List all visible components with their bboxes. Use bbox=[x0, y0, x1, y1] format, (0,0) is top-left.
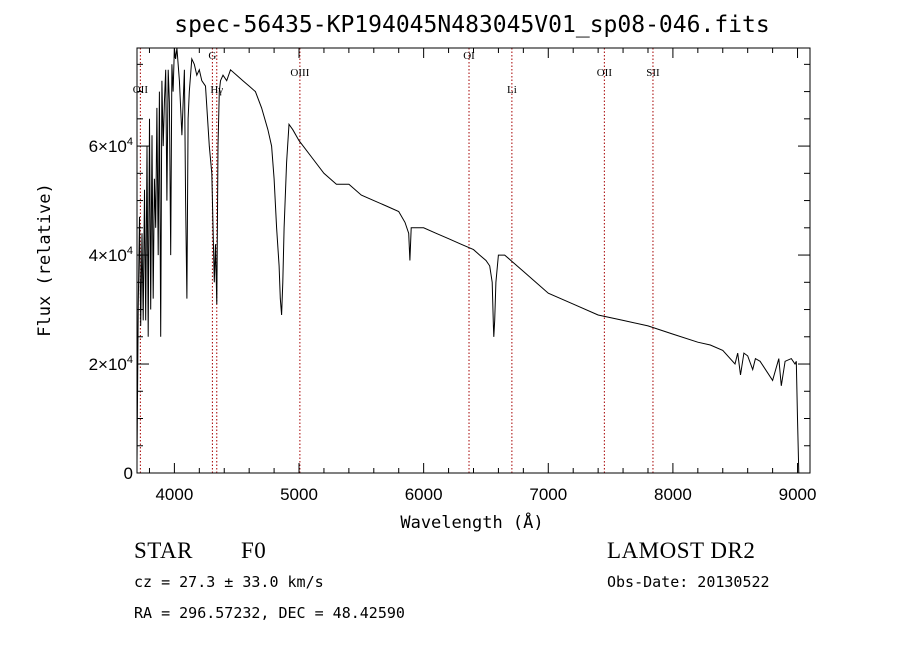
y-tick-exponent-1: 4 bbox=[127, 354, 133, 366]
series-group bbox=[136, 47, 800, 474]
y-tick-label-2: 4×104 bbox=[89, 245, 133, 265]
x-axis-label: Wavelength (Å) bbox=[400, 511, 543, 533]
y-tick-text-1: 2×10 bbox=[89, 355, 127, 374]
x-tick-label-0: 4000 bbox=[155, 485, 193, 504]
marker-label-3: OIII bbox=[290, 67, 309, 79]
coordinates: RA = 296.57232, DEC = 48.42590 bbox=[134, 604, 405, 622]
spectral-subclass: F0 bbox=[241, 538, 267, 563]
marker-label-7: SII bbox=[646, 67, 660, 79]
y-tick-exponent-3: 4 bbox=[127, 136, 133, 148]
marker-label-1: G bbox=[208, 50, 216, 62]
marker-label-5: Li bbox=[507, 84, 517, 96]
survey-name: LAMOST DR2 bbox=[607, 538, 756, 563]
redshift-cz: cz = 27.3 ± 33.0 km/s bbox=[134, 573, 324, 591]
y-tick-label-0: 0 bbox=[124, 464, 133, 483]
x-axis-ticks: 4000 5000 6000 7000 8000 9000 bbox=[148, 48, 817, 504]
marker-label-4: OI bbox=[463, 50, 475, 62]
observation-date: Obs-Date: 20130522 bbox=[607, 573, 770, 591]
y-tick-text-2: 4×10 bbox=[89, 246, 127, 265]
object-type: STAR bbox=[134, 538, 193, 563]
y-tick-label-1: 2×104 bbox=[89, 354, 133, 374]
marker-label-0: OII bbox=[133, 84, 149, 96]
marker-label-2: Hγ bbox=[210, 84, 223, 96]
x-tick-label-3: 7000 bbox=[529, 485, 567, 504]
plot-frame bbox=[136, 47, 811, 474]
x-tick-label-4: 8000 bbox=[654, 485, 692, 504]
x-tick-label-2: 6000 bbox=[405, 485, 443, 504]
y-tick-text-3: 6×10 bbox=[89, 137, 127, 156]
spectrum-line-0 bbox=[136, 47, 800, 474]
line-markers: OII G Hγ OIII OI Li OII SII bbox=[133, 48, 660, 473]
y-axis-label: Flux (relative) bbox=[35, 183, 55, 337]
chart-title: spec-56435-KP194045N483045V01_sp08-046.f… bbox=[174, 12, 769, 38]
x-tick-label-5: 9000 bbox=[779, 485, 817, 504]
marker-label-6: OII bbox=[597, 67, 613, 79]
y-tick-text-0: 0 bbox=[124, 464, 133, 483]
y-tick-exponent-2: 4 bbox=[127, 245, 133, 257]
x-tick-label-1: 5000 bbox=[280, 485, 318, 504]
y-tick-label-3: 6×104 bbox=[89, 136, 133, 156]
